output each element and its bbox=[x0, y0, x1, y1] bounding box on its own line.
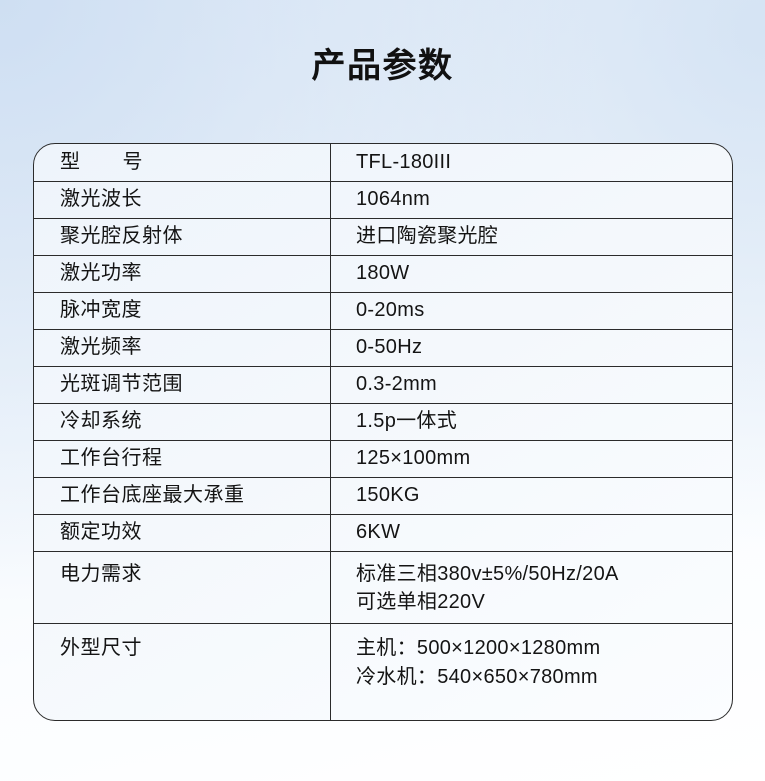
spec-label-rated-efficiency: 额定功效 bbox=[34, 514, 330, 552]
table-row: 额定功效 6KW bbox=[34, 514, 732, 552]
spec-value-worktable-travel: 125×100mm bbox=[330, 440, 732, 478]
spec-label-laser-wavelength: 激光波长 bbox=[34, 181, 330, 219]
table-row: 激光波长 1064nm bbox=[34, 181, 732, 219]
spec-label-model: 型号 bbox=[34, 144, 330, 182]
spec-label-cooling-system: 冷却系统 bbox=[34, 403, 330, 441]
spec-label-model-char-b: 号 bbox=[122, 151, 143, 174]
spec-label-worktable-travel: 工作台行程 bbox=[34, 440, 330, 478]
spec-value-model: TFL-180III bbox=[330, 144, 732, 182]
spec-value-rated-efficiency: 6KW bbox=[330, 514, 732, 552]
spec-label-spot-adjust-range: 光斑调节范围 bbox=[34, 366, 330, 404]
spec-label-model-char-a: 型 bbox=[60, 151, 81, 174]
table-row: 型号 TFL-180III bbox=[34, 144, 732, 182]
table-row: 电力需求 标准三相380v±5%/50Hz/20A 可选单相220V bbox=[34, 551, 732, 625]
spec-value-worktable-max-load: 150KG bbox=[330, 477, 732, 515]
spec-value-spot-adjust-range: 0.3-2mm bbox=[330, 366, 732, 404]
page-title-wrap: 产品参数 bbox=[0, 46, 765, 87]
spec-value-overall-dimensions: 主机：500×1200×1280mm 冷水机：540×650×780mm bbox=[330, 624, 732, 720]
spec-value-power-requirement-line2: 可选单相220V bbox=[356, 590, 486, 613]
table-row: 激光功率 180W bbox=[34, 255, 732, 293]
spec-value-pulse-width: 0-20ms bbox=[330, 292, 732, 330]
spec-value-cooling-system: 1.5p一体式 bbox=[330, 403, 732, 441]
spec-value-cavity-reflector: 进口陶瓷聚光腔 bbox=[330, 218, 732, 256]
column-divider bbox=[330, 144, 331, 720]
spec-value-overall-dimensions-line1: 主机：500×1200×1280mm bbox=[356, 637, 601, 660]
spec-value-overall-dimensions-line2: 冷水机：540×650×780mm bbox=[356, 665, 598, 688]
spec-value-laser-power: 180W bbox=[330, 255, 732, 293]
table-row: 脉冲宽度 0-20ms bbox=[34, 292, 732, 330]
spec-label-overall-dimensions: 外型尺寸 bbox=[60, 637, 142, 660]
table-row: 聚光腔反射体 进口陶瓷聚光腔 bbox=[34, 218, 732, 256]
spec-table-panel: 型号 TFL-180III 激光波长 1064nm 聚光腔反射体 进口陶瓷聚光腔… bbox=[33, 143, 733, 721]
table-row: 冷却系统 1.5p一体式 bbox=[34, 403, 732, 441]
table-row: 激光频率 0-50Hz bbox=[34, 329, 732, 367]
spec-label-laser-power: 激光功率 bbox=[34, 255, 330, 293]
table-row: 外型尺寸 主机：500×1200×1280mm 冷水机：540×650×780m… bbox=[34, 624, 732, 720]
spec-table: 型号 TFL-180III 激光波长 1064nm 聚光腔反射体 进口陶瓷聚光腔… bbox=[34, 144, 732, 720]
table-row: 工作台底座最大承重 150KG bbox=[34, 477, 732, 515]
spec-value-laser-wavelength: 1064nm bbox=[330, 181, 732, 219]
table-row: 光斑调节范围 0.3-2mm bbox=[34, 366, 732, 404]
spec-label-laser-frequency: 激光频率 bbox=[34, 329, 330, 367]
spec-value-power-requirement: 标准三相380v±5%/50Hz/20A 可选单相220V bbox=[330, 551, 732, 625]
spec-label-power-requirement: 电力需求 bbox=[34, 551, 330, 625]
spec-label-pulse-width: 脉冲宽度 bbox=[34, 292, 330, 330]
spec-label-worktable-max-load: 工作台底座最大承重 bbox=[34, 477, 330, 515]
spec-label-cavity-reflector: 聚光腔反射体 bbox=[34, 218, 330, 256]
page-title: 产品参数 bbox=[311, 47, 454, 85]
spec-value-power-requirement-line1: 标准三相380v±5%/50Hz/20A bbox=[356, 562, 619, 585]
spec-value-laser-frequency: 0-50Hz bbox=[330, 329, 732, 367]
table-row: 工作台行程 125×100mm bbox=[34, 440, 732, 478]
